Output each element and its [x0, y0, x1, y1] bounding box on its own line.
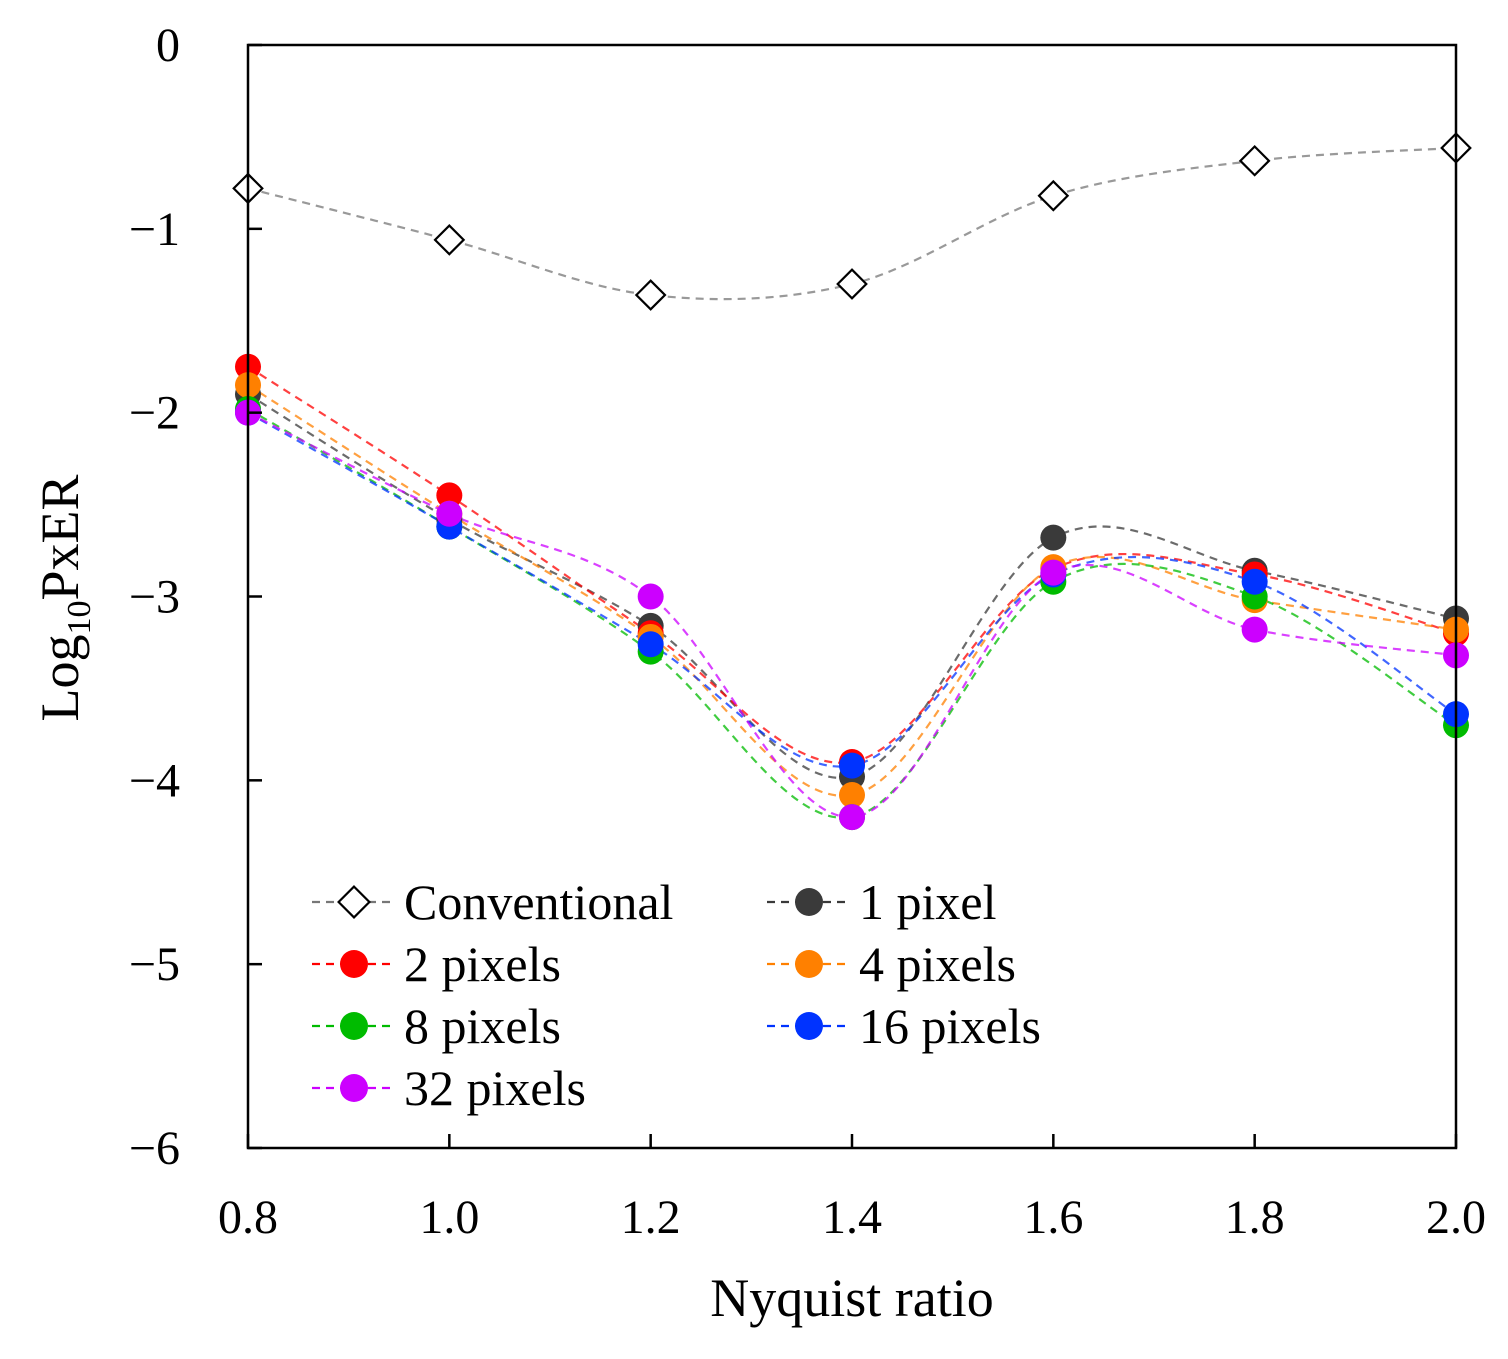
- series-2-pixels: [247, 365, 1457, 764]
- legend-marker: [340, 950, 368, 978]
- y-tick-label: −5: [129, 938, 180, 991]
- legend-item-conventional: Conventional: [312, 874, 673, 930]
- markers-16-pixels: [235, 399, 1469, 779]
- legend-marker: [795, 1012, 823, 1040]
- x-tick-label: 1.4: [822, 1191, 882, 1244]
- y-axis-title-rest: PxER: [30, 474, 90, 600]
- series-4-pixels: [247, 384, 1457, 797]
- series-line-1-pixel: [247, 393, 1457, 780]
- data-point-32-pixels: [1241, 616, 1268, 643]
- x-axis-title: Nyquist ratio: [710, 1268, 993, 1328]
- legend-item-32-pixels: 32 pixels: [312, 1060, 586, 1116]
- ticks-layer: 0.8 1.0 1.2 1.4 1.6 1.8 2.0 0 −1 −2 −3 −4 −5 −6: [129, 19, 1486, 1244]
- series-line-2-pixels: [247, 365, 1457, 764]
- data-point-32-pixels: [436, 500, 463, 527]
- legend-item-4-pixels: 4 pixels: [767, 936, 1016, 992]
- x-tick-label: 1.2: [621, 1191, 681, 1244]
- legend-label: 32 pixels: [404, 1060, 586, 1116]
- x-tick-label: 1.8: [1225, 1191, 1285, 1244]
- legend-label: 8 pixels: [404, 998, 561, 1054]
- data-point-16-pixels: [1241, 568, 1268, 595]
- legend-item-8-pixels: 8 pixels: [312, 998, 561, 1054]
- legend-label: 1 pixel: [859, 874, 996, 930]
- legend-marker: [795, 950, 823, 978]
- data-point-conventional: [433, 224, 466, 256]
- legend: Conventional 1 pixel 2 pixels 4 pixels 8 pix…: [312, 874, 1041, 1116]
- data-point-1-pixel: [1040, 524, 1067, 551]
- x-tick-label: 1.0: [419, 1191, 479, 1244]
- legend-label: 2 pixels: [404, 936, 561, 992]
- x-tick-label: 0.8: [218, 1191, 278, 1244]
- series-16-pixels: [247, 411, 1457, 768]
- y-tick-label: −2: [129, 387, 180, 440]
- legend-label: 4 pixels: [859, 936, 1016, 992]
- x-tick-label: 1.6: [1023, 1191, 1083, 1244]
- data-point-conventional: [1037, 179, 1070, 212]
- data-point-16-pixels: [839, 752, 865, 779]
- y-tick-label: −6: [129, 1122, 180, 1175]
- series-line-16-pixels: [247, 411, 1457, 768]
- y-axis-title: Log10PxER: [30, 474, 98, 721]
- data-point-conventional: [634, 279, 667, 311]
- legend-item-2-pixels: 2 pixels: [312, 936, 561, 992]
- y-tick-label: 0: [156, 19, 180, 72]
- markers-1-pixel: [235, 381, 1469, 790]
- y-tick-label: −4: [129, 754, 180, 807]
- data-point-conventional: [1238, 144, 1271, 177]
- series-layer: [232, 132, 1472, 831]
- legend-marker: [340, 1012, 368, 1040]
- legend-label: 16 pixels: [859, 998, 1041, 1054]
- data-point-2-pixels: [436, 482, 463, 509]
- x-tick-label: 2.0: [1426, 1191, 1486, 1244]
- data-point-4-pixels: [839, 782, 865, 809]
- data-point-32-pixels: [637, 583, 664, 610]
- legend-marker: [340, 1074, 368, 1102]
- y-tick-label: −3: [129, 571, 180, 624]
- legend-marker: [337, 885, 371, 919]
- y-axis-title-main: Log: [30, 635, 90, 722]
- legend-marker: [795, 888, 823, 916]
- data-point-16-pixels: [637, 631, 664, 658]
- data-point-32-pixels: [839, 804, 865, 831]
- legend-label: Conventional: [404, 874, 673, 930]
- y-tick-label: −1: [129, 203, 180, 256]
- markers-2-pixels: [235, 353, 1469, 775]
- data-point-conventional: [836, 268, 868, 300]
- series-1-pixel: [247, 393, 1457, 780]
- y-axis-title-subscript: 10: [61, 601, 98, 635]
- data-point-32-pixels: [1040, 559, 1067, 586]
- series-line-4-pixels: [247, 384, 1457, 797]
- legend-item-16-pixels: 16 pixels: [767, 998, 1041, 1054]
- markers-4-pixels: [235, 372, 1469, 809]
- markers-conventional: [232, 132, 1472, 311]
- legend-item-1-pixel: 1 pixel: [767, 874, 996, 930]
